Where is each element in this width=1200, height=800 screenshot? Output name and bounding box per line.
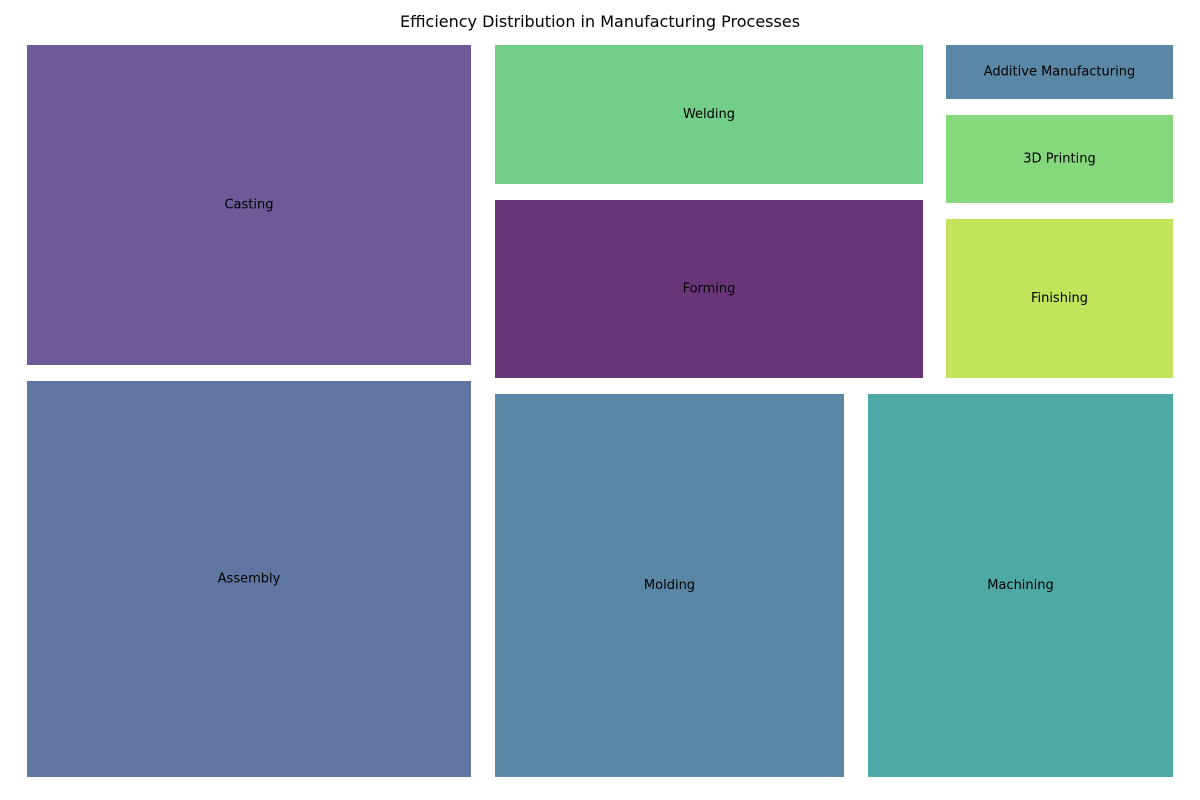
treemap-cell-casting: Casting: [27, 45, 471, 365]
treemap-rect-welding: [495, 45, 923, 184]
treemap-cell-additive-manufacturing: Additive Manufacturing: [946, 45, 1173, 99]
treemap-rect-finishing: [946, 219, 1173, 378]
treemap-cell-finishing: Finishing: [946, 219, 1173, 378]
treemap-cell-forming: Forming: [495, 200, 923, 378]
treemap-rect-forming: [495, 200, 923, 378]
treemap-rect-casting: [27, 45, 471, 365]
treemap-label-molding: Molding: [644, 578, 695, 593]
treemap-cell-welding: Welding: [495, 45, 923, 184]
treemap-rect-3d-printing: [946, 115, 1173, 203]
treemap-label-welding: Welding: [683, 107, 735, 122]
treemap-label-3d-printing: 3D Printing: [1023, 152, 1095, 167]
treemap-cell-machining: Machining: [868, 394, 1173, 777]
treemap-label-forming: Forming: [683, 282, 736, 297]
treemap-rect-additive-manufacturing: [946, 45, 1173, 99]
treemap-label-casting: Casting: [224, 198, 273, 213]
treemap-cell-3d-printing: 3D Printing: [946, 115, 1173, 203]
treemap-label-machining: Machining: [987, 578, 1054, 593]
chart-title: Efficiency Distribution in Manufacturing…: [399, 12, 801, 31]
treemap-cell-assembly: Assembly: [27, 381, 471, 777]
treemap-cell-molding: Molding: [495, 394, 844, 777]
treemap-rect-assembly: [27, 381, 471, 777]
treemap-rect-machining: [868, 394, 1173, 777]
treemap-label-finishing: Finishing: [1031, 291, 1088, 306]
treemap-label-additive-manufacturing: Additive Manufacturing: [984, 65, 1135, 80]
treemap-label-assembly: Assembly: [218, 572, 281, 587]
treemap-rect-molding: [495, 394, 844, 777]
